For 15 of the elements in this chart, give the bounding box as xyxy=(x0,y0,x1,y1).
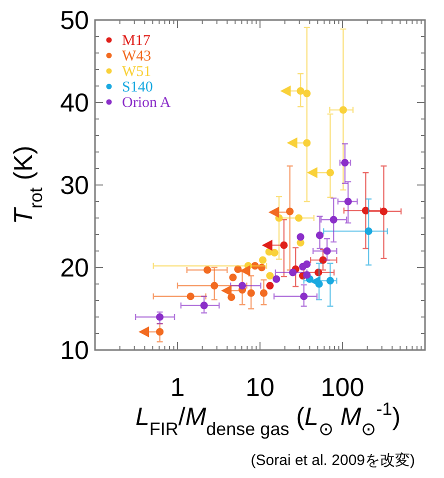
y-tick-label: 40 xyxy=(60,88,89,118)
y-tick-label: 30 xyxy=(60,170,89,200)
y-tick-label: 10 xyxy=(60,335,89,365)
legend-label: W51 xyxy=(122,64,152,80)
x-tick-label: 10 xyxy=(246,372,274,402)
legend-label: Orion A xyxy=(122,95,171,111)
text: (Sorai et al. 2009を改変) xyxy=(250,452,415,469)
legend-label: W43 xyxy=(122,48,152,64)
x-tick-label: 1 xyxy=(170,372,185,402)
x-tick-label: 100 xyxy=(320,372,364,402)
text: L$_{FIR}$/M$_{dense gas}$ (L$_{⊙}$ M$_{⊙}$$^{-1}$) xyxy=(135,399,401,439)
legend-label: M17 xyxy=(122,33,151,49)
legend-label: S140 xyxy=(122,80,153,96)
y-tick-label: 50 xyxy=(60,5,89,35)
y-tick-label: 20 xyxy=(60,252,89,282)
